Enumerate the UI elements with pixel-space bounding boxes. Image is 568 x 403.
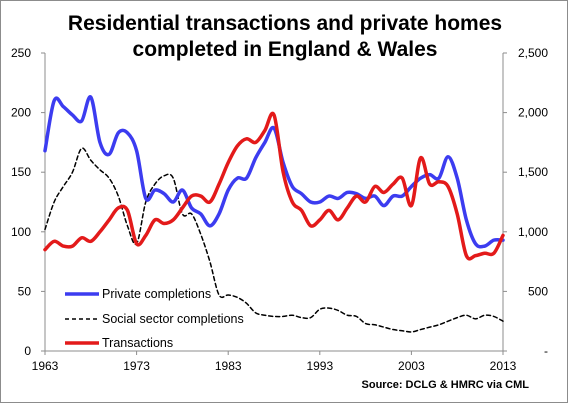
series-line-social-sector-completions	[44, 147, 504, 333]
x-tick-label: 2013	[490, 359, 517, 373]
right-y-tick-label: 500	[528, 284, 548, 298]
legend: Private completions Social sector comple…	[65, 287, 244, 350]
legend-label-transactions: Transactions	[102, 336, 173, 350]
x-tick-label: 1963	[32, 359, 59, 373]
left-y-tick-label: 0	[24, 344, 31, 358]
x-tick-label: 2003	[398, 359, 425, 373]
legend-label-private-completions: Private completions	[102, 287, 211, 301]
x-tick-label: 1973	[123, 359, 150, 373]
right-y-tick-label: 2,000	[518, 106, 548, 120]
left-y-tick-label: 50	[18, 284, 32, 298]
left-y-tick-label: 250	[11, 46, 31, 60]
right-y-tick-label: 1,500	[518, 165, 548, 179]
right-y-tick-label: -	[544, 344, 548, 358]
source-note: Source: DCLG & HMRC via CML	[362, 379, 530, 391]
x-tick-label: 1983	[215, 359, 242, 373]
left-y-tick-label: 150	[11, 165, 31, 179]
left-y-tick-label: 200	[11, 106, 31, 120]
left-y-tick-label: 100	[11, 225, 31, 239]
legend-label-social-sector-completions: Social sector completions	[102, 312, 244, 326]
series-line-transactions	[43, 111, 505, 261]
chart-title-line-2: completed in England & Wales	[133, 38, 438, 61]
x-tick-label: 1993	[306, 359, 333, 373]
right-y-tick-label: 2,500	[518, 46, 548, 60]
right-y-tick-label: 1,000	[518, 225, 548, 239]
chart-title-line-1: Residential transactions and private hom…	[68, 12, 502, 35]
